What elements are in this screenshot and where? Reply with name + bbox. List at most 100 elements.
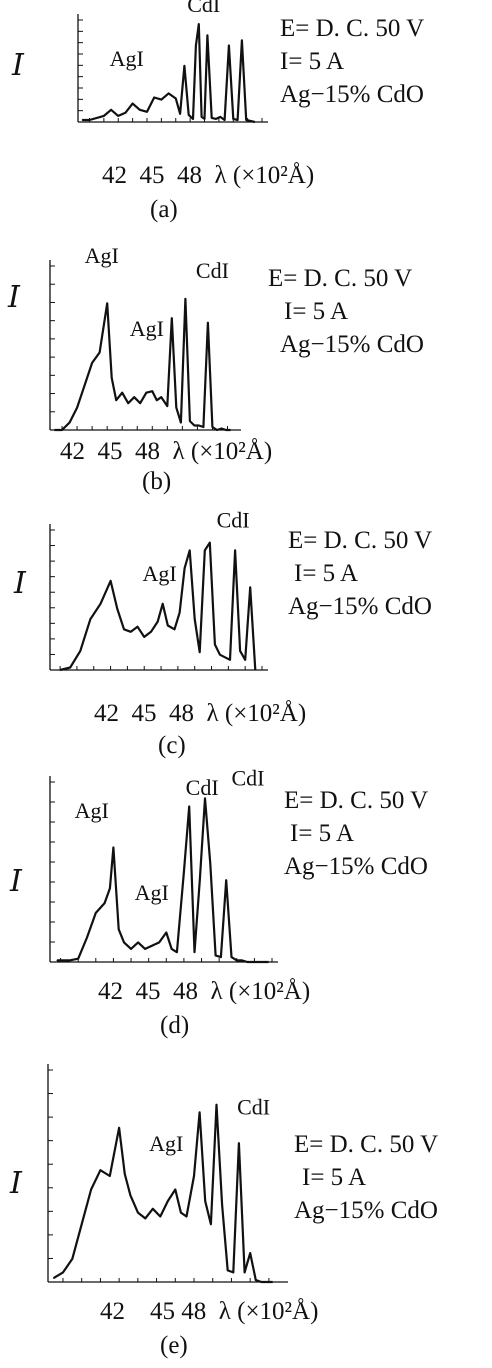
data-point bbox=[103, 115, 105, 117]
data-point bbox=[194, 618, 196, 620]
data-point bbox=[215, 118, 217, 120]
conditions-a: E= D. C. 50 V I= 5 A Ag−15% CdO bbox=[280, 12, 424, 111]
current-text-b: I= 5 A bbox=[284, 298, 349, 325]
data-point bbox=[225, 429, 227, 431]
x-axis-labels-a: 42 45 48 λ (×10²Å) bbox=[102, 162, 314, 190]
data-point bbox=[260, 1281, 263, 1283]
data-point bbox=[150, 631, 152, 633]
data-point bbox=[188, 805, 190, 808]
data-point bbox=[192, 118, 194, 120]
x-axis-title-b: λ (×10²Å) bbox=[172, 438, 273, 465]
x-tick-45-a: 45 bbox=[139, 162, 165, 189]
data-point bbox=[216, 429, 218, 431]
data-point bbox=[243, 1271, 246, 1273]
data-point bbox=[211, 117, 213, 119]
data-point bbox=[99, 603, 102, 605]
data-point bbox=[130, 948, 132, 950]
caption-e: (e) bbox=[160, 1332, 188, 1359]
data-point bbox=[123, 628, 125, 630]
data-point bbox=[109, 1175, 111, 1177]
data-point bbox=[193, 951, 196, 953]
data-point bbox=[89, 618, 91, 620]
data-point bbox=[69, 666, 71, 669]
data-point bbox=[144, 1217, 146, 1219]
peak-label: AgI bbox=[149, 1131, 183, 1156]
data-point bbox=[91, 362, 93, 364]
data-point bbox=[236, 119, 239, 121]
material-text-a: Ag−15% CdO bbox=[280, 81, 424, 108]
spectrum-line bbox=[57, 797, 269, 964]
data-point bbox=[209, 863, 211, 865]
data-point bbox=[234, 549, 236, 551]
data-point bbox=[221, 1204, 223, 1206]
data-point bbox=[239, 650, 241, 652]
data-point bbox=[53, 1277, 55, 1279]
plot-c: AgI CdI bbox=[49, 507, 268, 672]
data-point bbox=[68, 421, 71, 424]
data-point bbox=[167, 92, 170, 95]
data-point bbox=[118, 1127, 120, 1129]
data-point bbox=[249, 586, 251, 588]
data-point bbox=[204, 1200, 206, 1202]
data-point bbox=[167, 624, 169, 627]
peak-label: CdI bbox=[187, 0, 220, 17]
x-axis-labels-e: 42 45 48 λ (×10²Å) bbox=[100, 1298, 318, 1326]
plot-b: AgI AgI CdI bbox=[49, 243, 241, 432]
data-point bbox=[112, 846, 115, 849]
plot-d: AgI AgI CdI CdI bbox=[49, 765, 278, 964]
voltage-text-c: E= D. C. 50 V bbox=[288, 527, 433, 554]
data-point bbox=[81, 119, 83, 121]
data-point bbox=[204, 797, 206, 799]
data-point bbox=[232, 1271, 234, 1273]
current-text-e: I= 5 A bbox=[302, 1164, 367, 1191]
plot-e: AgI CdI bbox=[47, 1064, 288, 1284]
peak-label: CdI bbox=[217, 507, 250, 532]
peak-label: AgI bbox=[110, 46, 144, 71]
data-point bbox=[86, 936, 88, 939]
peak-label: AgI bbox=[75, 798, 109, 823]
data-point bbox=[118, 928, 120, 930]
data-point bbox=[236, 959, 238, 961]
data-point bbox=[246, 961, 248, 963]
data-point bbox=[139, 402, 141, 404]
data-point bbox=[215, 1104, 218, 1106]
data-point bbox=[83, 384, 86, 386]
data-point bbox=[179, 113, 181, 115]
data-point bbox=[167, 1200, 169, 1202]
data-point bbox=[267, 961, 270, 963]
plot-a: AgI CdI bbox=[77, 0, 268, 124]
data-point bbox=[201, 116, 203, 118]
data-point bbox=[199, 651, 201, 653]
data-point bbox=[204, 549, 206, 551]
data-point bbox=[109, 580, 112, 582]
peak-label: CdI bbox=[237, 1094, 270, 1119]
material-text-c: Ag−15% CdO bbox=[288, 593, 432, 620]
conditions-b: E= D. C. 50 V I= 5 A Ag−15% CdO bbox=[268, 262, 424, 361]
data-point bbox=[220, 956, 222, 958]
data-point bbox=[249, 1252, 251, 1254]
panel-b: AgI AgI CdI I E= D. C. 50 V I= 5 A Ag−15% … bbox=[0, 240, 492, 500]
data-point bbox=[228, 44, 230, 47]
data-point bbox=[109, 887, 111, 889]
data-point bbox=[123, 941, 125, 943]
data-point bbox=[185, 1215, 188, 1218]
data-point bbox=[254, 669, 256, 671]
data-point bbox=[244, 659, 246, 661]
data-point bbox=[184, 298, 186, 300]
y-axis-label-b: I bbox=[8, 280, 20, 315]
data-point bbox=[121, 392, 123, 394]
data-point bbox=[157, 621, 159, 623]
peak-label: AgI bbox=[143, 561, 177, 586]
data-point bbox=[144, 948, 146, 950]
spectrum-line bbox=[59, 541, 257, 672]
y-axis-label-e: I bbox=[10, 1166, 22, 1201]
caption-b: (b) bbox=[142, 468, 172, 495]
spectrum-line bbox=[82, 23, 256, 124]
conditions-d: E= D. C. 50 V I= 5 A Ag−15% CdO bbox=[284, 784, 428, 883]
data-point bbox=[252, 961, 254, 963]
data-point bbox=[232, 118, 234, 120]
x-tick-48-a: 48 bbox=[177, 162, 202, 189]
data-point bbox=[117, 115, 119, 117]
x-axis-labels-d: 42 45 48 λ (×10²Å) bbox=[98, 978, 310, 1006]
data-point bbox=[124, 1173, 126, 1175]
